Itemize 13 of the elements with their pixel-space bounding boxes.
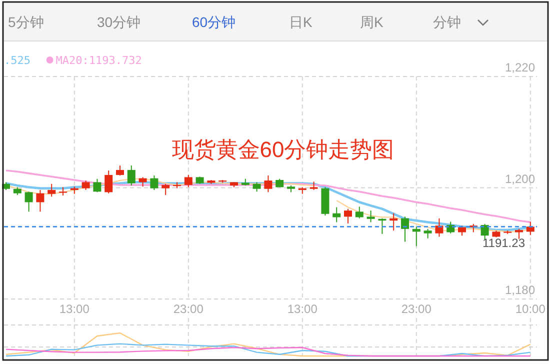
y-tick-label: 1,200 [504, 172, 536, 186]
text: .525 [4, 54, 30, 67]
y-tick-label: 1,220 [504, 60, 536, 74]
tabs: 5分钟 30分钟 60分钟 日K 周K 分钟 [4, 3, 548, 42]
x-tick-label: 13:00 [59, 302, 90, 316]
annotation: 1191.23 [482, 236, 526, 250]
x-tick-label: 13:00 [287, 302, 318, 316]
text: 现货黄金60分钟走势图 [172, 137, 394, 162]
y-tick-label: 1,180 [504, 283, 536, 297]
x-tick-label: 23:00 [401, 302, 432, 316]
x-tick-label: 10:00 [515, 302, 546, 316]
legend-label: MA20:1193.732 [56, 54, 142, 67]
x-tick-label: 23:00 [173, 302, 204, 316]
